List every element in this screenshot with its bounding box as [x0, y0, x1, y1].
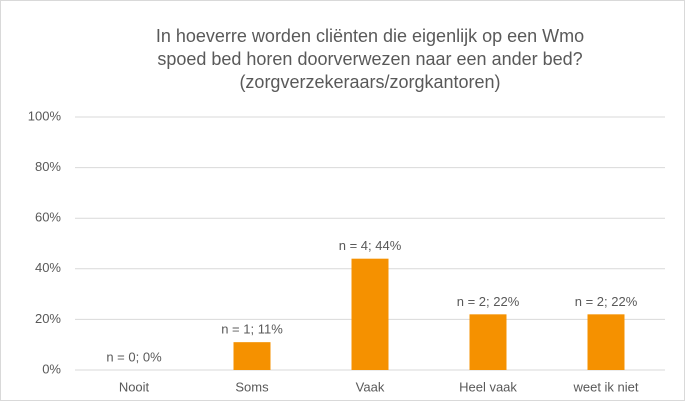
- x-tick-label: Nooit: [119, 379, 150, 394]
- chart-title: In hoeverre worden cliënten die eigenlij…: [156, 26, 584, 46]
- bar: [233, 342, 271, 370]
- chart-title: spoed bed horen doorverwezen naar een an…: [157, 49, 582, 69]
- x-tick-label: weet ik niet: [572, 379, 638, 394]
- y-tick-label: 100%: [28, 108, 62, 123]
- bar: [587, 314, 625, 370]
- chart-title: (zorgverzekeraars/zorgkantoren): [239, 72, 500, 92]
- x-tick-label: Vaak: [356, 379, 385, 394]
- y-tick-label: 0%: [42, 361, 61, 376]
- data-label: n = 4; 44%: [339, 238, 402, 253]
- data-label: n = 0; 0%: [106, 349, 162, 364]
- y-tick-label: 20%: [35, 311, 61, 326]
- y-tick-label: 60%: [35, 210, 61, 225]
- x-tick-label: Soms: [235, 379, 269, 394]
- data-label: n = 1; 11%: [221, 322, 283, 337]
- bar: [351, 258, 389, 370]
- x-tick-label: Heel vaak: [459, 379, 517, 394]
- data-label: n = 2; 22%: [575, 294, 638, 309]
- y-tick-label: 80%: [35, 159, 61, 174]
- y-tick-label: 40%: [35, 260, 61, 275]
- bar: [469, 314, 507, 370]
- data-label: n = 2; 22%: [457, 294, 520, 309]
